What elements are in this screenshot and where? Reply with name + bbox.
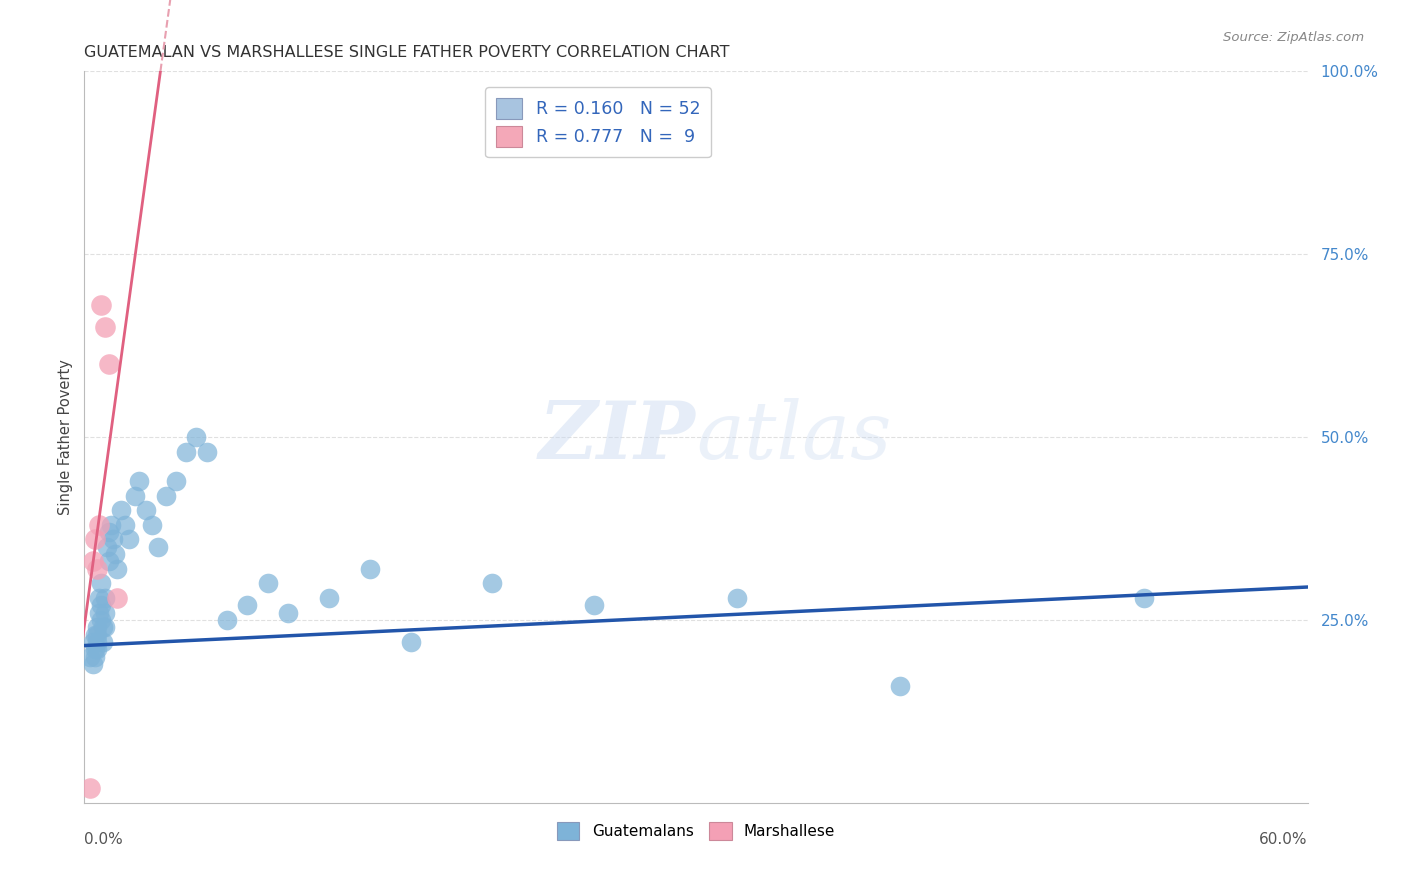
Y-axis label: Single Father Poverty: Single Father Poverty <box>58 359 73 515</box>
Text: Source: ZipAtlas.com: Source: ZipAtlas.com <box>1223 31 1364 45</box>
Point <box>399 635 422 649</box>
Point <box>155 489 177 503</box>
Point <box>97 357 120 371</box>
Point <box>110 503 132 517</box>
Point <box>86 635 108 649</box>
Point <box>583 599 606 613</box>
Point <box>124 489 146 503</box>
Point <box>97 525 120 540</box>
Point <box>118 533 141 547</box>
Point <box>86 627 108 641</box>
Point <box>79 781 101 796</box>
Point <box>1133 591 1156 605</box>
Point <box>87 606 110 620</box>
Point <box>79 649 101 664</box>
Point <box>104 547 127 561</box>
Point <box>83 642 105 657</box>
Point <box>87 591 110 605</box>
Point <box>86 562 108 576</box>
Text: GUATEMALAN VS MARSHALLESE SINGLE FATHER POVERTY CORRELATION CHART: GUATEMALAN VS MARSHALLESE SINGLE FATHER … <box>84 45 730 61</box>
Point <box>889 679 911 693</box>
Point <box>93 606 115 620</box>
Point <box>82 657 104 671</box>
Point <box>277 606 299 620</box>
Point <box>97 554 120 568</box>
Point <box>86 620 108 634</box>
Point <box>725 591 748 605</box>
Point <box>359 562 381 576</box>
Point <box>86 642 108 657</box>
Point <box>105 591 128 605</box>
Text: atlas: atlas <box>696 399 891 475</box>
Point <box>236 599 259 613</box>
Point <box>146 540 169 554</box>
Point <box>165 474 187 488</box>
Point <box>135 503 157 517</box>
Point <box>90 576 112 591</box>
Point <box>90 298 112 312</box>
Point <box>93 620 115 634</box>
Point <box>82 554 104 568</box>
Point <box>93 591 115 605</box>
Point <box>105 562 128 576</box>
Point <box>257 576 280 591</box>
Point <box>217 613 239 627</box>
Point <box>83 533 105 547</box>
Point <box>90 613 112 627</box>
Point <box>93 320 115 334</box>
Point <box>318 591 340 605</box>
Point <box>83 627 105 641</box>
Point <box>174 444 197 458</box>
Text: 60.0%: 60.0% <box>1260 832 1308 847</box>
Point <box>195 444 218 458</box>
Point <box>91 635 114 649</box>
Point <box>83 649 105 664</box>
Point <box>91 620 114 634</box>
Point <box>87 517 110 532</box>
Text: 0.0%: 0.0% <box>84 832 124 847</box>
Point <box>186 430 208 444</box>
Point <box>141 517 163 532</box>
Point <box>481 576 503 591</box>
Point <box>96 540 118 554</box>
Point <box>114 517 136 532</box>
Point <box>100 517 122 532</box>
Point <box>101 533 124 547</box>
Point <box>82 635 104 649</box>
Legend: Guatemalans, Marshallese: Guatemalans, Marshallese <box>551 815 841 847</box>
Text: ZIP: ZIP <box>538 399 696 475</box>
Point <box>90 599 112 613</box>
Point <box>128 474 150 488</box>
